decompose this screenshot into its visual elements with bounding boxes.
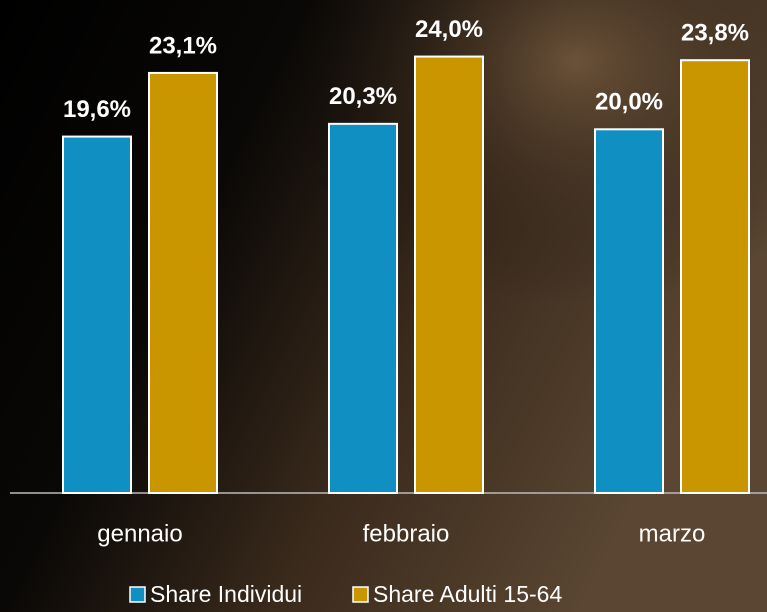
- bar: [329, 124, 397, 493]
- x-tick-label: gennaio: [97, 520, 182, 547]
- data-label: 19,6%: [63, 96, 131, 123]
- data-label: 20,3%: [329, 83, 397, 110]
- legend-swatch: [130, 587, 145, 602]
- bar: [149, 73, 217, 493]
- x-tick-label: marzo: [639, 520, 706, 547]
- data-label: 24,0%: [415, 16, 483, 43]
- legend-label: Share Individui: [150, 581, 302, 607]
- data-label: 23,1%: [149, 32, 217, 59]
- bar: [63, 137, 131, 493]
- bar: [595, 129, 663, 493]
- data-label: 20,0%: [595, 89, 663, 116]
- chart: gennaio 19,6% 23,1% febbraio 20,3% 24,0% marzo…: [0, 0, 767, 612]
- legend-swatch: [353, 587, 368, 602]
- x-tick-label: febbraio: [363, 520, 450, 547]
- legend-label: Share Adulti 15-64: [373, 581, 562, 607]
- data-label: 23,8%: [681, 20, 749, 47]
- bar: [681, 60, 749, 493]
- bar: [415, 57, 483, 493]
